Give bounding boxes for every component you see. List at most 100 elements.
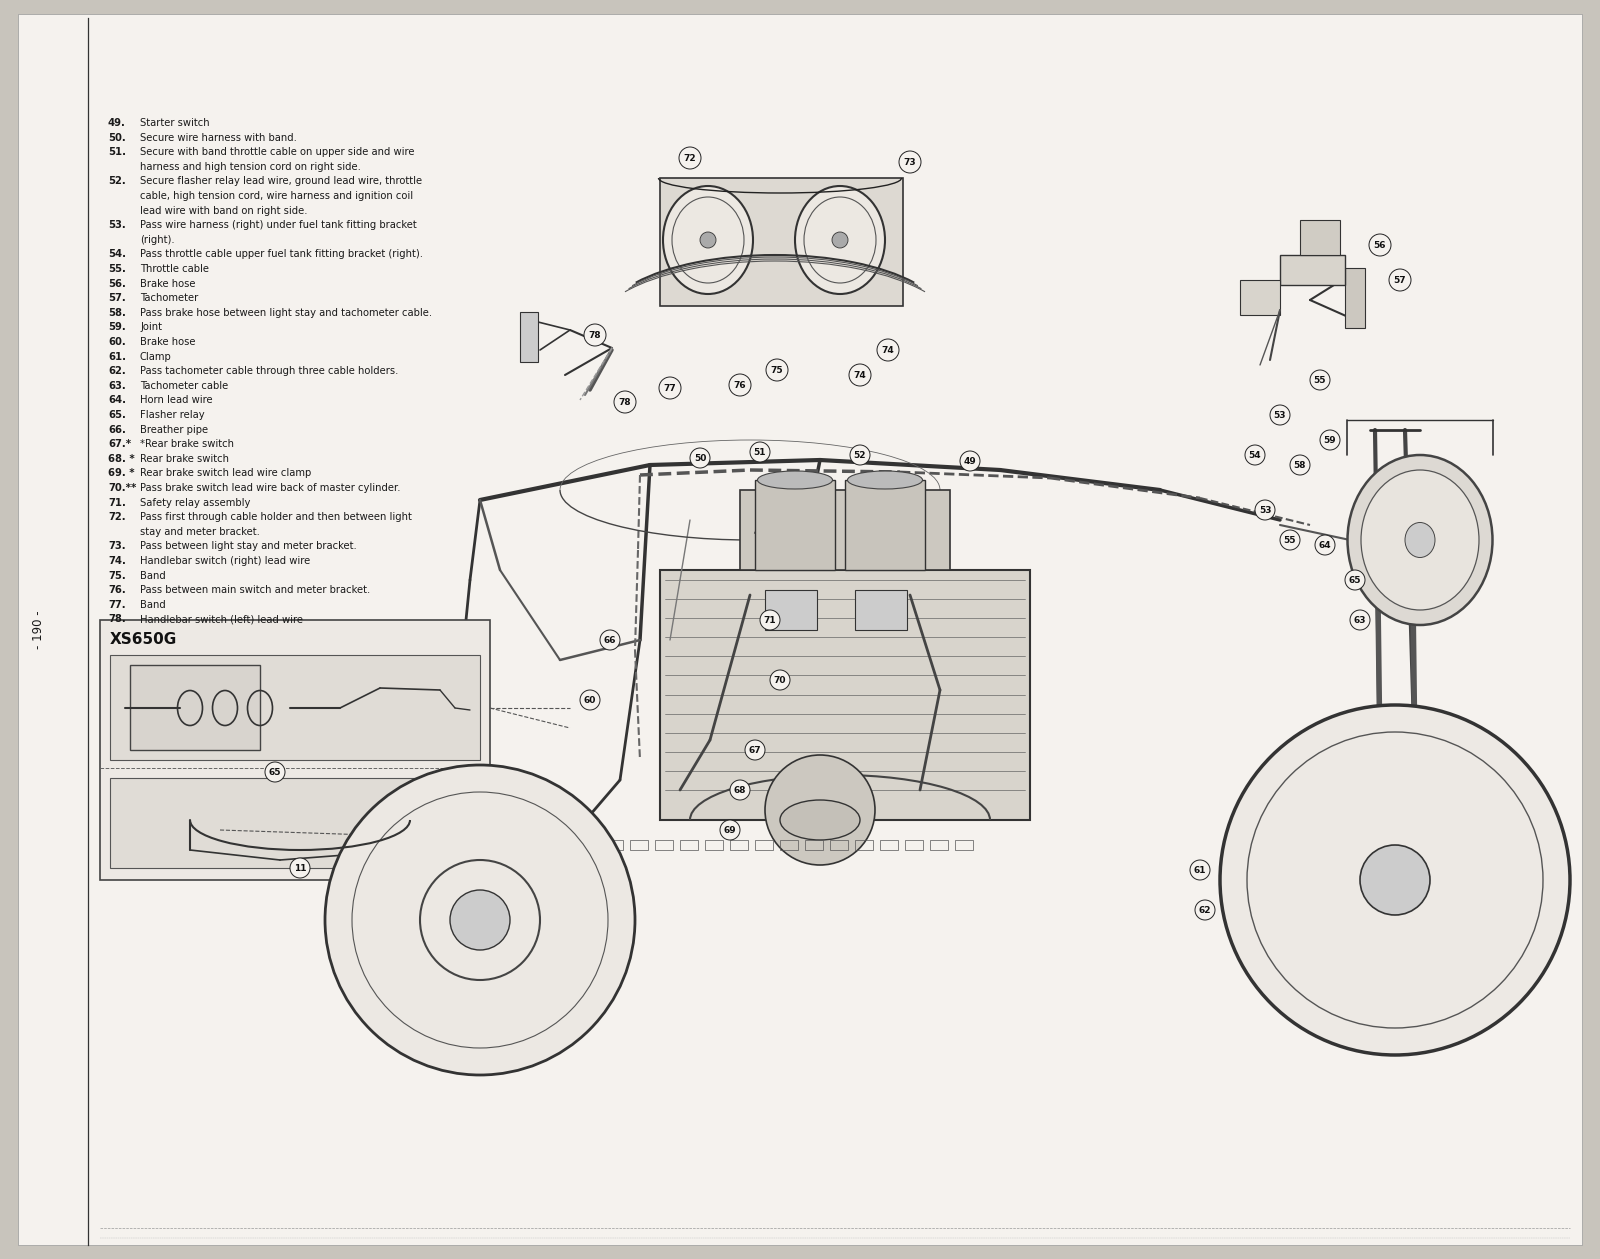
Text: Handlebar switch (left) lead wire: Handlebar switch (left) lead wire <box>141 614 302 624</box>
Circle shape <box>1310 370 1330 390</box>
Circle shape <box>850 364 870 387</box>
Bar <box>830 840 848 850</box>
Bar <box>930 840 947 850</box>
Text: (right).: (right). <box>141 234 174 244</box>
Text: 56.: 56. <box>109 278 126 288</box>
Text: 76: 76 <box>734 380 746 389</box>
Bar <box>630 840 648 850</box>
Text: 50.: 50. <box>109 132 126 142</box>
Text: Handlebar switch (right) lead wire: Handlebar switch (right) lead wire <box>141 556 310 567</box>
Text: 76.: 76. <box>109 585 126 596</box>
Text: 58: 58 <box>1294 461 1306 470</box>
Text: Band: Band <box>141 570 166 580</box>
Text: XS650G: XS650G <box>110 632 178 647</box>
Text: 62: 62 <box>1198 905 1211 914</box>
Text: Rear brake switch lead wire clamp: Rear brake switch lead wire clamp <box>141 468 312 478</box>
Circle shape <box>770 670 790 690</box>
Bar <box>854 840 874 850</box>
Text: 11: 11 <box>294 864 306 872</box>
Circle shape <box>877 339 899 361</box>
Text: Rear brake switch: Rear brake switch <box>141 453 229 463</box>
Text: 75.: 75. <box>109 570 126 580</box>
Text: cable, high tension cord, wire harness and ignition coil: cable, high tension cord, wire harness a… <box>141 191 413 201</box>
Circle shape <box>678 147 701 169</box>
Circle shape <box>1254 500 1275 520</box>
Circle shape <box>450 890 510 951</box>
Circle shape <box>766 359 787 381</box>
Circle shape <box>730 781 750 799</box>
Ellipse shape <box>757 471 832 488</box>
Text: 51.: 51. <box>109 147 126 157</box>
Bar <box>955 840 973 850</box>
Text: 72.: 72. <box>109 512 126 522</box>
Text: 78: 78 <box>589 331 602 340</box>
Text: Tachometer: Tachometer <box>141 293 198 303</box>
Circle shape <box>600 630 621 650</box>
Ellipse shape <box>781 799 861 840</box>
Bar <box>739 490 950 570</box>
Text: 61.: 61. <box>109 351 126 361</box>
Circle shape <box>1280 530 1299 550</box>
Text: 78: 78 <box>619 398 632 407</box>
Bar <box>1240 279 1280 315</box>
Text: 69: 69 <box>723 826 736 835</box>
Ellipse shape <box>1362 470 1478 611</box>
Text: 74.: 74. <box>109 556 126 567</box>
Text: 63: 63 <box>1354 616 1366 624</box>
Text: 53.: 53. <box>109 220 126 230</box>
Bar <box>605 840 622 850</box>
Circle shape <box>760 611 781 630</box>
Text: 53: 53 <box>1274 410 1286 419</box>
Text: *Rear brake switch: *Rear brake switch <box>141 439 234 449</box>
Text: harness and high tension cord on right side.: harness and high tension cord on right s… <box>141 162 362 171</box>
Bar <box>506 840 523 850</box>
Text: Band: Band <box>141 599 166 609</box>
Ellipse shape <box>848 471 923 488</box>
Text: 78.: 78. <box>109 614 126 624</box>
Bar <box>661 178 902 306</box>
Text: 68. *: 68. * <box>109 453 134 463</box>
Circle shape <box>1346 570 1365 590</box>
Circle shape <box>960 451 979 471</box>
Text: 73: 73 <box>904 157 917 166</box>
Text: 70.**: 70.** <box>109 483 136 494</box>
Bar <box>880 840 898 850</box>
Text: Safety relay assembly: Safety relay assembly <box>141 497 250 507</box>
Text: 58.: 58. <box>109 307 126 317</box>
Text: Flasher relay: Flasher relay <box>141 410 205 421</box>
Bar <box>906 840 923 850</box>
Text: 72: 72 <box>683 154 696 162</box>
Bar <box>130 665 259 750</box>
Text: Pass throttle cable upper fuel tank fitting bracket (right).: Pass throttle cable upper fuel tank fitt… <box>141 249 422 259</box>
Text: 59: 59 <box>1323 436 1336 444</box>
Text: stay and meter bracket.: stay and meter bracket. <box>141 526 259 536</box>
Circle shape <box>290 857 310 878</box>
Circle shape <box>765 755 875 865</box>
Text: Pass brake switch lead wire back of master cylinder.: Pass brake switch lead wire back of mast… <box>141 483 400 494</box>
Circle shape <box>266 762 285 782</box>
Bar <box>480 840 498 850</box>
Text: 65: 65 <box>1349 575 1362 584</box>
Text: 60: 60 <box>584 695 597 705</box>
Ellipse shape <box>662 186 754 295</box>
Circle shape <box>720 820 739 840</box>
Circle shape <box>1370 234 1390 256</box>
Bar <box>1280 256 1346 285</box>
Text: 74: 74 <box>854 370 866 379</box>
Ellipse shape <box>1347 454 1493 624</box>
Bar <box>520 312 538 363</box>
Text: 69. *: 69. * <box>109 468 134 478</box>
Circle shape <box>899 151 922 172</box>
Text: 51: 51 <box>754 447 766 457</box>
Circle shape <box>1195 900 1214 920</box>
Text: 65.: 65. <box>109 410 126 421</box>
Circle shape <box>1190 860 1210 880</box>
Text: 66: 66 <box>603 636 616 645</box>
Bar <box>706 840 723 850</box>
Text: Pass between main switch and meter bracket.: Pass between main switch and meter brack… <box>141 585 370 596</box>
Text: 57: 57 <box>1394 276 1406 285</box>
Bar <box>730 840 749 850</box>
Text: - 190 -: - 190 - <box>32 611 45 650</box>
Text: 57.: 57. <box>109 293 126 303</box>
Text: Secure flasher relay lead wire, ground lead wire, throttle: Secure flasher relay lead wire, ground l… <box>141 176 422 186</box>
